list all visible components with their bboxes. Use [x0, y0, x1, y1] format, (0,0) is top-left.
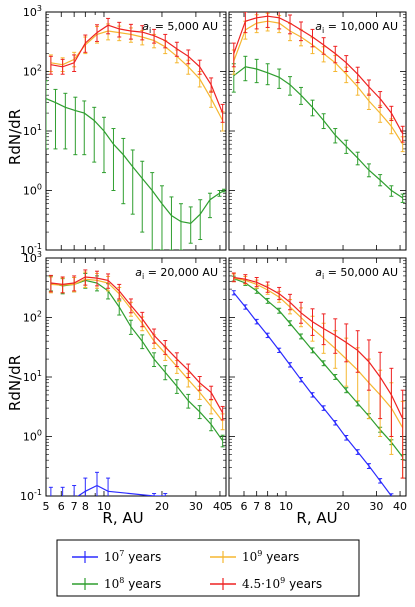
series-line: [50, 30, 224, 121]
x-tick-label: 5: [226, 500, 233, 513]
series-line: [233, 66, 404, 199]
series-clip-group: [231, 272, 405, 496]
panel-bottom-left: 5 6 7 8 10 20 30 40 10-1 100 101 102 103 ai = 20,000 …: [20, 250, 227, 513]
y-tick-label: 101: [23, 123, 42, 138]
x-axis-label-right: R, AU: [296, 509, 337, 527]
x-tick-label: 30: [369, 500, 383, 513]
legend-entry-s45: 4.5·109 years: [210, 576, 322, 591]
series-line: [77, 484, 166, 496]
legend-label: 109 years: [242, 549, 299, 564]
x-tick-label: 6: [58, 500, 65, 513]
legend-entry-s8: 108 years: [72, 576, 161, 591]
series-line: [233, 292, 393, 496]
series-line: [233, 20, 404, 145]
series-s8: [48, 272, 225, 448]
series-line: [50, 24, 224, 114]
x-tick-label: 5: [43, 500, 50, 513]
y-axis-label-top: RdN/dR: [6, 109, 24, 165]
legend-label: 4.5·109 years: [242, 576, 322, 591]
series-s7: [231, 290, 394, 496]
y-tick-label: 100: [23, 183, 42, 198]
panel-annotation: ai = 5,000 AU: [142, 20, 218, 35]
series-line: [50, 278, 224, 422]
x-tick-label: 7: [253, 500, 260, 513]
legend-label: 107 years: [104, 549, 161, 564]
series-s8: [46, 80, 226, 250]
series-s7: [48, 471, 168, 496]
y-tick-label: 103: [23, 250, 42, 265]
x-tick-label: 8: [82, 500, 89, 513]
y-tick-label: 103: [23, 4, 42, 19]
panel-top-left: 10-1 100 101 102 103 ai = 5,000 AU: [20, 4, 227, 257]
x-tick-label: 20: [336, 500, 350, 513]
panel-annotation: ai = 20,000 AU: [135, 266, 218, 281]
series-s45: [231, 272, 405, 479]
x-tick-label: 7: [71, 500, 78, 513]
x-tick-label: 40: [213, 500, 227, 513]
y-tick-label: 101: [23, 369, 42, 384]
series-clip-group: [231, 12, 405, 203]
panel-top-right: ai = 10,000 AU: [228, 11, 407, 251]
series-line: [233, 276, 404, 419]
series-line: [46, 98, 225, 225]
series-line: [233, 277, 404, 429]
series-s8: [231, 55, 405, 203]
x-tick-label: 20: [155, 500, 169, 513]
plot-frame: [45, 257, 227, 497]
x-tick-label: 10: [279, 500, 293, 513]
x-axis-label-left: R, AU: [102, 509, 143, 527]
y-tick-label: 10-1: [20, 488, 42, 503]
series-line: [50, 279, 224, 442]
panels-group: 10-1 100 101 102 103 ai = 5,000 AU ai = 10,000…: [20, 4, 407, 513]
x-tick-label: 8: [264, 500, 271, 513]
legend-label: 108 years: [104, 576, 161, 591]
y-tick-label: 100: [23, 429, 42, 444]
x-tick-label: 10: [97, 500, 111, 513]
series-s45: [231, 12, 405, 143]
series-line: [50, 276, 224, 414]
legend-frame: [56, 539, 360, 597]
series-s45: [48, 17, 225, 123]
x-tick-label: 40: [393, 500, 407, 513]
y-tick-label: 102: [23, 64, 42, 79]
series-line: [233, 15, 404, 134]
legend-entry-s7: 107 years: [72, 549, 161, 564]
y-axis-label-bottom: RdN/dR: [6, 355, 24, 411]
y-tick-label: 102: [23, 310, 42, 325]
plot-frame: [45, 11, 227, 251]
x-tick-label: 6: [240, 500, 247, 513]
legend-entry-s9: 109 years: [210, 549, 299, 564]
x-tick-label: 30: [189, 500, 203, 513]
series-clip-group: [48, 269, 225, 496]
series-clip-group: [46, 17, 226, 250]
series-s9: [231, 12, 405, 153]
panel-bottom-right: 5 6 7 8 10 20 30 40 ai = 50,000 AU: [226, 257, 407, 513]
y-tick-label: 10-1: [20, 242, 42, 257]
series-line: [233, 278, 404, 458]
series-s8: [231, 275, 405, 461]
panel-annotation: ai = 50,000 AU: [315, 266, 398, 281]
legend: 107 years 109 years 108 years 4.5·109 years: [56, 539, 360, 597]
plot-frame: [228, 11, 407, 251]
series-s45: [48, 269, 225, 421]
panel-annotation: ai = 10,000 AU: [315, 20, 398, 35]
